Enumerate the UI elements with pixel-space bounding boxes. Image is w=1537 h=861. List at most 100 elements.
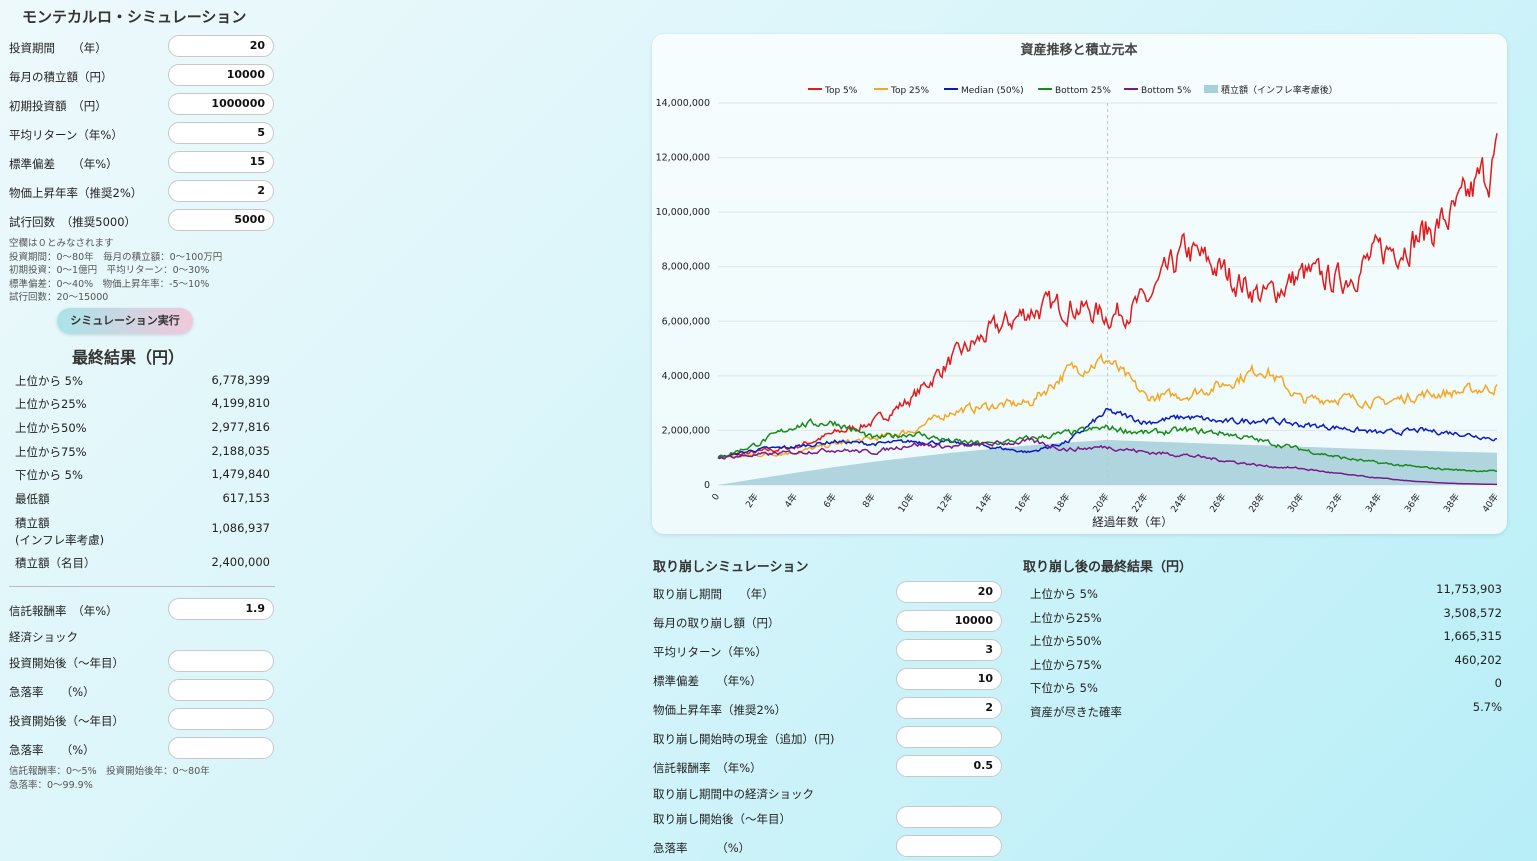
withdraw-shock-row: 急落率 （%） <box>653 835 1003 859</box>
x-tick-label: 12年 <box>934 491 956 515</box>
input-field[interactable]: 1000000 <box>168 93 274 115</box>
x-tick-label: 6年 <box>821 491 839 510</box>
result-label: 積立額 (インフレ率考慮) <box>15 516 105 547</box>
withdraw-input-row: 信託報酬率 （年%） 0.5 <box>653 755 1003 779</box>
withdraw-input-field[interactable]: 2 <box>896 697 1002 719</box>
withdraw-input-field[interactable]: 3 <box>896 639 1002 661</box>
x-tick-label: 30年 <box>1285 491 1307 515</box>
withdraw-result-label: 上位から75% <box>1030 657 1102 672</box>
withdraw-result-label: 上位から50% <box>1030 634 1102 649</box>
result-label: 下位から 5% <box>15 468 83 482</box>
result-value: 1,479,840 <box>211 467 270 481</box>
legend-label: Bottom 25% <box>1055 86 1111 96</box>
input-field[interactable]: 15 <box>168 151 274 173</box>
withdraw-input-field[interactable]: 10 <box>896 668 1002 690</box>
withdraw-input-row: 平均リターン（年%） 3 <box>653 639 1003 663</box>
result-value: 617,153 <box>222 491 270 505</box>
x-axis-label: 経過年数（年） <box>1092 515 1173 529</box>
input-field[interactable]: 10000 <box>168 64 274 86</box>
input-field[interactable]: 2 <box>168 180 274 202</box>
x-tick-label: 26年 <box>1207 491 1229 515</box>
legend-label: Bottom 5% <box>1141 86 1192 96</box>
x-tick-label: 18年 <box>1051 491 1073 515</box>
x-tick-label: 36年 <box>1402 491 1424 515</box>
input-field[interactable]: 5 <box>168 122 274 144</box>
withdraw-input-field[interactable]: 10000 <box>896 610 1002 632</box>
note-line: 投資期間：0～80年 毎月の積立額：0～100万円 <box>9 251 223 263</box>
y-tick-label: 0 <box>704 480 710 491</box>
asset-chart: 資産推移と積立元本 0 2,000,000 4,000,000 6,000,000 8,0… <box>656 42 1502 529</box>
y-tick-label: 12,000,000 <box>656 153 710 164</box>
input-row: 標準偏差 （年%） 15 <box>9 151 277 175</box>
legend-label: Top 25% <box>890 86 930 96</box>
withdraw-input-row: 取り崩し開始時の現金（追加）(円) <box>653 726 1003 750</box>
chart-title: 資産推移と積立元本 <box>1020 42 1137 58</box>
withdraw-result-value: 3,508,572 <box>1443 605 1502 620</box>
divider <box>9 586 275 587</box>
shock-input[interactable] <box>168 708 274 730</box>
shock-input[interactable] <box>168 737 274 759</box>
x-tick-label: 40年 <box>1480 491 1502 515</box>
results-title: 最終結果（円） <box>72 348 185 367</box>
x-tick-label: 28年 <box>1246 491 1268 515</box>
input-label: 平均リターン（年%） <box>9 128 123 142</box>
input-field[interactable]: 20 <box>168 35 274 57</box>
note-line: 初期投資：0～1億円 平均リターン：0～30% <box>9 265 210 276</box>
input-row: 毎月の積立額（円） 10000 <box>9 64 277 88</box>
x-tick-label: 8年 <box>860 491 878 510</box>
shock-input[interactable] <box>168 650 274 672</box>
input-row: 物価上昇年率（推奨2%） 2 <box>9 180 277 204</box>
y-tick-label: 2,000,000 <box>662 425 710 436</box>
withdraw-result-value: 0 <box>1494 676 1502 691</box>
withdraw-result-value: 460,202 <box>1454 652 1502 667</box>
withdraw-result-label: 下位から 5% <box>1030 681 1098 696</box>
series-line-4 <box>717 437 1497 486</box>
withdraw-input-field[interactable] <box>896 726 1002 748</box>
withdraw-input-field[interactable]: 20 <box>896 581 1002 603</box>
result-label: 積立額（名目） <box>15 556 96 570</box>
withdraw-input-row: 取り崩し期間 （年） 20 <box>653 581 1003 605</box>
input-row: 平均リターン（年%） 5 <box>9 122 277 146</box>
withdraw-input-label: 平均リターン（年%） <box>653 645 767 659</box>
input-label: 投資期間 （年） <box>9 41 107 55</box>
y-tick-label: 4,000,000 <box>662 371 710 382</box>
withdraw-title: 取り崩しシミュレーション <box>653 560 809 575</box>
shock-row: 急落率 （%） <box>9 737 277 761</box>
run-simulation-button[interactable]: シミュレーション実行 <box>57 308 193 334</box>
input-label: 初期投資額 （円） <box>9 99 107 113</box>
shock-label: 投資開始後（～年目） <box>9 656 124 670</box>
y-tick-label: 6,000,000 <box>662 316 710 327</box>
withdraw-input-row: 毎月の取り崩し額（円） 10000 <box>653 610 1003 634</box>
series-line-0 <box>717 133 1498 460</box>
result-label: 上位から25% <box>15 397 87 411</box>
input-row: 初期投資額 （円） 1000000 <box>9 93 277 117</box>
withdraw-input-label: 取り崩し開始時の現金（追加）(円) <box>653 732 835 746</box>
withdraw-shock-input[interactable] <box>896 806 1002 828</box>
series-line-1 <box>717 352 1498 459</box>
x-tick-label: 0 <box>711 492 723 503</box>
result-label: 上位から50% <box>15 421 87 435</box>
y-tick-label: 10,000,000 <box>656 207 710 218</box>
withdraw-shock-title: 取り崩し期間中の経済ショック <box>653 787 814 801</box>
input-label: 毎月の積立額（円） <box>9 70 113 84</box>
shock-input[interactable] <box>168 679 274 701</box>
note-line: 標準偏差：0～40% 物価上昇年率：-5～10% <box>9 278 210 290</box>
input-field[interactable]: 5000 <box>168 209 274 231</box>
note-line: 試行回数：20～15000 <box>9 292 109 303</box>
withdraw-result-label: 資産が尽きた確率 <box>1030 705 1122 719</box>
result-value: 4,199,810 <box>211 396 270 410</box>
x-tick-label: 24年 <box>1168 491 1190 515</box>
x-tick-label: 10年 <box>895 491 917 515</box>
note-line: 信託報酬率：0～5% 投資開始後年：0～80年 <box>9 766 210 777</box>
note-line: 空欄は０とみなされます <box>9 238 114 249</box>
fee-input[interactable]: 1.9 <box>168 598 274 620</box>
fee-notes: 信託報酬率：0～5% 投資開始後年：0～80年 急落率：0～99.9% <box>9 765 210 792</box>
withdraw-shock-input[interactable] <box>896 835 1002 857</box>
withdraw-shock-row: 取り崩し開始後（～年目） <box>653 806 1003 830</box>
withdraw-input-field[interactable]: 0.5 <box>896 755 1002 777</box>
x-tick-label: 34年 <box>1363 491 1385 515</box>
withdraw-shock-label: 急落率 （%） <box>653 841 751 855</box>
withdraw-result-label: 上位から25% <box>1030 610 1102 625</box>
withdraw-result-value: 11,753,903 <box>1436 582 1502 596</box>
result-value: 6,778,399 <box>211 373 270 387</box>
